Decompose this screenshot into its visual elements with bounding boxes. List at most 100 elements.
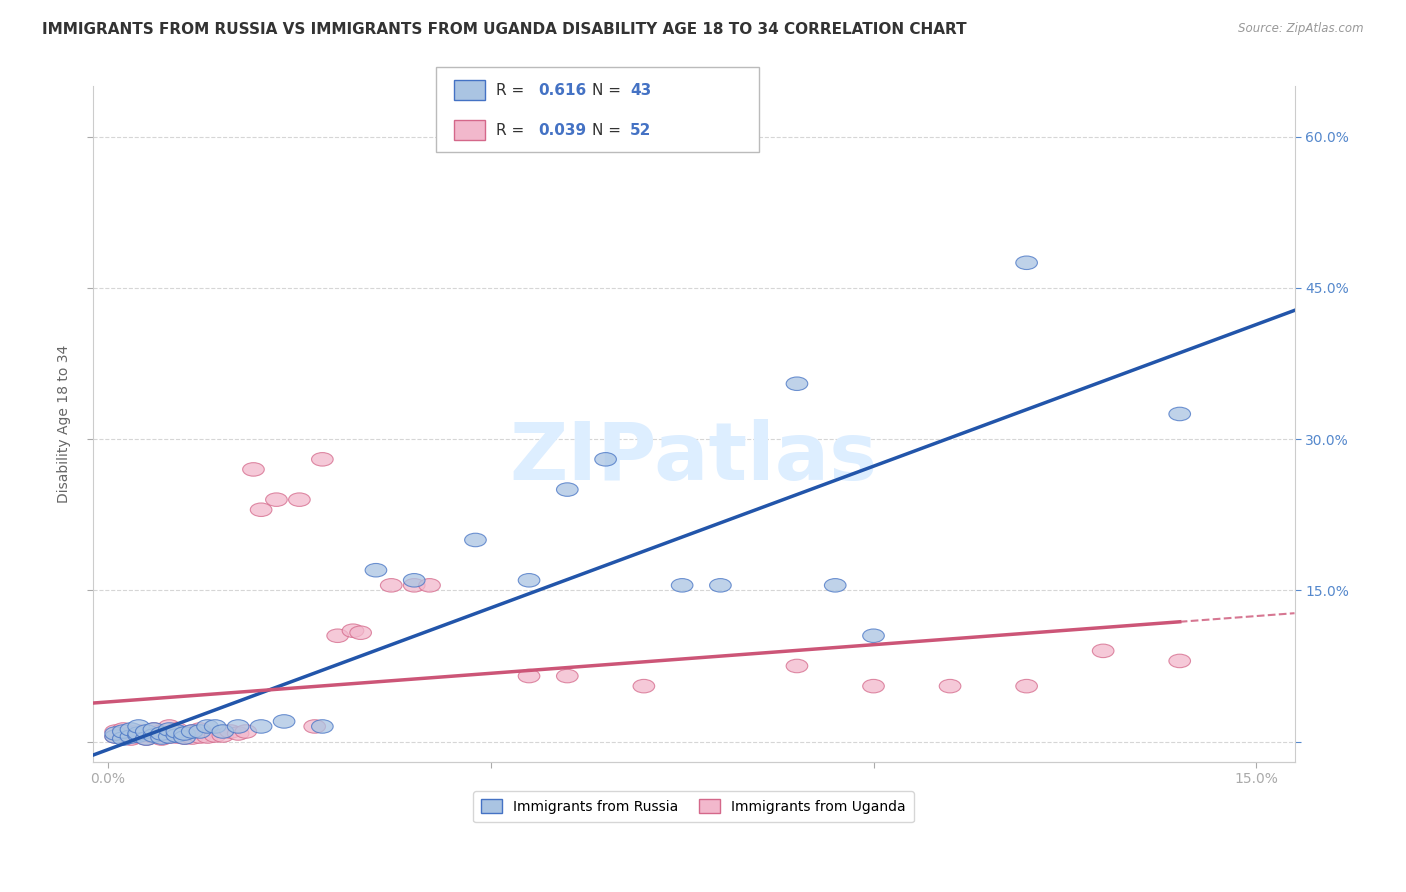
Ellipse shape — [863, 680, 884, 693]
Ellipse shape — [159, 727, 180, 740]
Ellipse shape — [786, 659, 808, 673]
Ellipse shape — [143, 730, 165, 743]
Text: 0.039: 0.039 — [538, 123, 586, 137]
Ellipse shape — [710, 579, 731, 592]
Text: 43: 43 — [630, 83, 651, 97]
Ellipse shape — [404, 579, 425, 592]
Ellipse shape — [188, 723, 211, 736]
Ellipse shape — [181, 724, 202, 739]
Ellipse shape — [159, 723, 180, 736]
Ellipse shape — [197, 730, 218, 743]
Ellipse shape — [557, 483, 578, 496]
Ellipse shape — [174, 731, 195, 744]
Legend: Immigrants from Russia, Immigrants from Uganda: Immigrants from Russia, Immigrants from … — [472, 791, 914, 822]
Ellipse shape — [197, 720, 218, 733]
Ellipse shape — [150, 731, 173, 746]
Ellipse shape — [166, 730, 188, 743]
Ellipse shape — [150, 724, 173, 739]
Text: R =: R = — [496, 83, 530, 97]
Ellipse shape — [150, 727, 173, 740]
Ellipse shape — [112, 731, 134, 746]
Ellipse shape — [939, 680, 960, 693]
Ellipse shape — [1168, 408, 1191, 421]
Ellipse shape — [128, 727, 149, 740]
Ellipse shape — [557, 669, 578, 682]
Ellipse shape — [166, 729, 188, 742]
Ellipse shape — [128, 730, 149, 743]
Ellipse shape — [143, 723, 165, 736]
Ellipse shape — [166, 723, 188, 736]
Ellipse shape — [105, 730, 127, 743]
Ellipse shape — [143, 723, 165, 736]
Ellipse shape — [219, 724, 242, 739]
Ellipse shape — [105, 730, 127, 743]
Ellipse shape — [312, 720, 333, 733]
Ellipse shape — [112, 724, 134, 739]
Ellipse shape — [120, 730, 142, 743]
Ellipse shape — [204, 729, 226, 742]
Ellipse shape — [1015, 680, 1038, 693]
Ellipse shape — [1092, 644, 1114, 657]
Ellipse shape — [188, 724, 211, 739]
Text: ZIPatlas: ZIPatlas — [509, 419, 877, 497]
Ellipse shape — [595, 452, 616, 467]
Ellipse shape — [159, 730, 180, 743]
Y-axis label: Disability Age 18 to 34: Disability Age 18 to 34 — [58, 345, 72, 503]
Ellipse shape — [212, 729, 233, 742]
Ellipse shape — [671, 579, 693, 592]
Ellipse shape — [464, 533, 486, 547]
Ellipse shape — [863, 629, 884, 642]
Ellipse shape — [120, 727, 142, 740]
Ellipse shape — [112, 730, 134, 743]
Ellipse shape — [128, 724, 149, 739]
Ellipse shape — [228, 727, 249, 740]
Ellipse shape — [1015, 256, 1038, 269]
Ellipse shape — [519, 574, 540, 587]
Ellipse shape — [633, 680, 655, 693]
Ellipse shape — [159, 730, 180, 743]
Ellipse shape — [326, 629, 349, 642]
Ellipse shape — [120, 731, 142, 746]
Ellipse shape — [181, 724, 202, 739]
Ellipse shape — [174, 727, 195, 740]
Ellipse shape — [166, 724, 188, 739]
Ellipse shape — [342, 624, 364, 638]
Ellipse shape — [105, 724, 127, 739]
Ellipse shape — [228, 720, 249, 733]
Ellipse shape — [135, 731, 157, 746]
Ellipse shape — [188, 730, 211, 743]
Ellipse shape — [174, 727, 195, 740]
Ellipse shape — [120, 723, 142, 736]
Ellipse shape — [181, 731, 202, 744]
Ellipse shape — [174, 731, 195, 744]
Ellipse shape — [273, 714, 295, 728]
Ellipse shape — [404, 574, 425, 587]
Ellipse shape — [135, 731, 157, 746]
Ellipse shape — [128, 729, 149, 742]
Ellipse shape — [212, 724, 233, 739]
Ellipse shape — [135, 724, 157, 739]
Ellipse shape — [143, 729, 165, 742]
Ellipse shape — [150, 731, 173, 744]
Ellipse shape — [1168, 654, 1191, 668]
Ellipse shape — [366, 564, 387, 577]
Text: N =: N = — [592, 83, 626, 97]
Ellipse shape — [266, 493, 287, 507]
Ellipse shape — [250, 503, 271, 516]
Ellipse shape — [519, 669, 540, 682]
Ellipse shape — [105, 727, 127, 740]
Ellipse shape — [112, 723, 134, 736]
Text: 0.616: 0.616 — [538, 83, 586, 97]
Ellipse shape — [304, 720, 326, 733]
Ellipse shape — [288, 493, 311, 507]
Ellipse shape — [381, 579, 402, 592]
Text: N =: N = — [592, 123, 626, 137]
Ellipse shape — [312, 452, 333, 467]
Ellipse shape — [204, 720, 226, 733]
Ellipse shape — [786, 377, 808, 391]
Ellipse shape — [250, 720, 271, 733]
Text: IMMIGRANTS FROM RUSSIA VS IMMIGRANTS FROM UGANDA DISABILITY AGE 18 TO 34 CORRELA: IMMIGRANTS FROM RUSSIA VS IMMIGRANTS FRO… — [42, 22, 967, 37]
Ellipse shape — [135, 727, 157, 740]
Ellipse shape — [128, 720, 149, 733]
Ellipse shape — [824, 579, 846, 592]
